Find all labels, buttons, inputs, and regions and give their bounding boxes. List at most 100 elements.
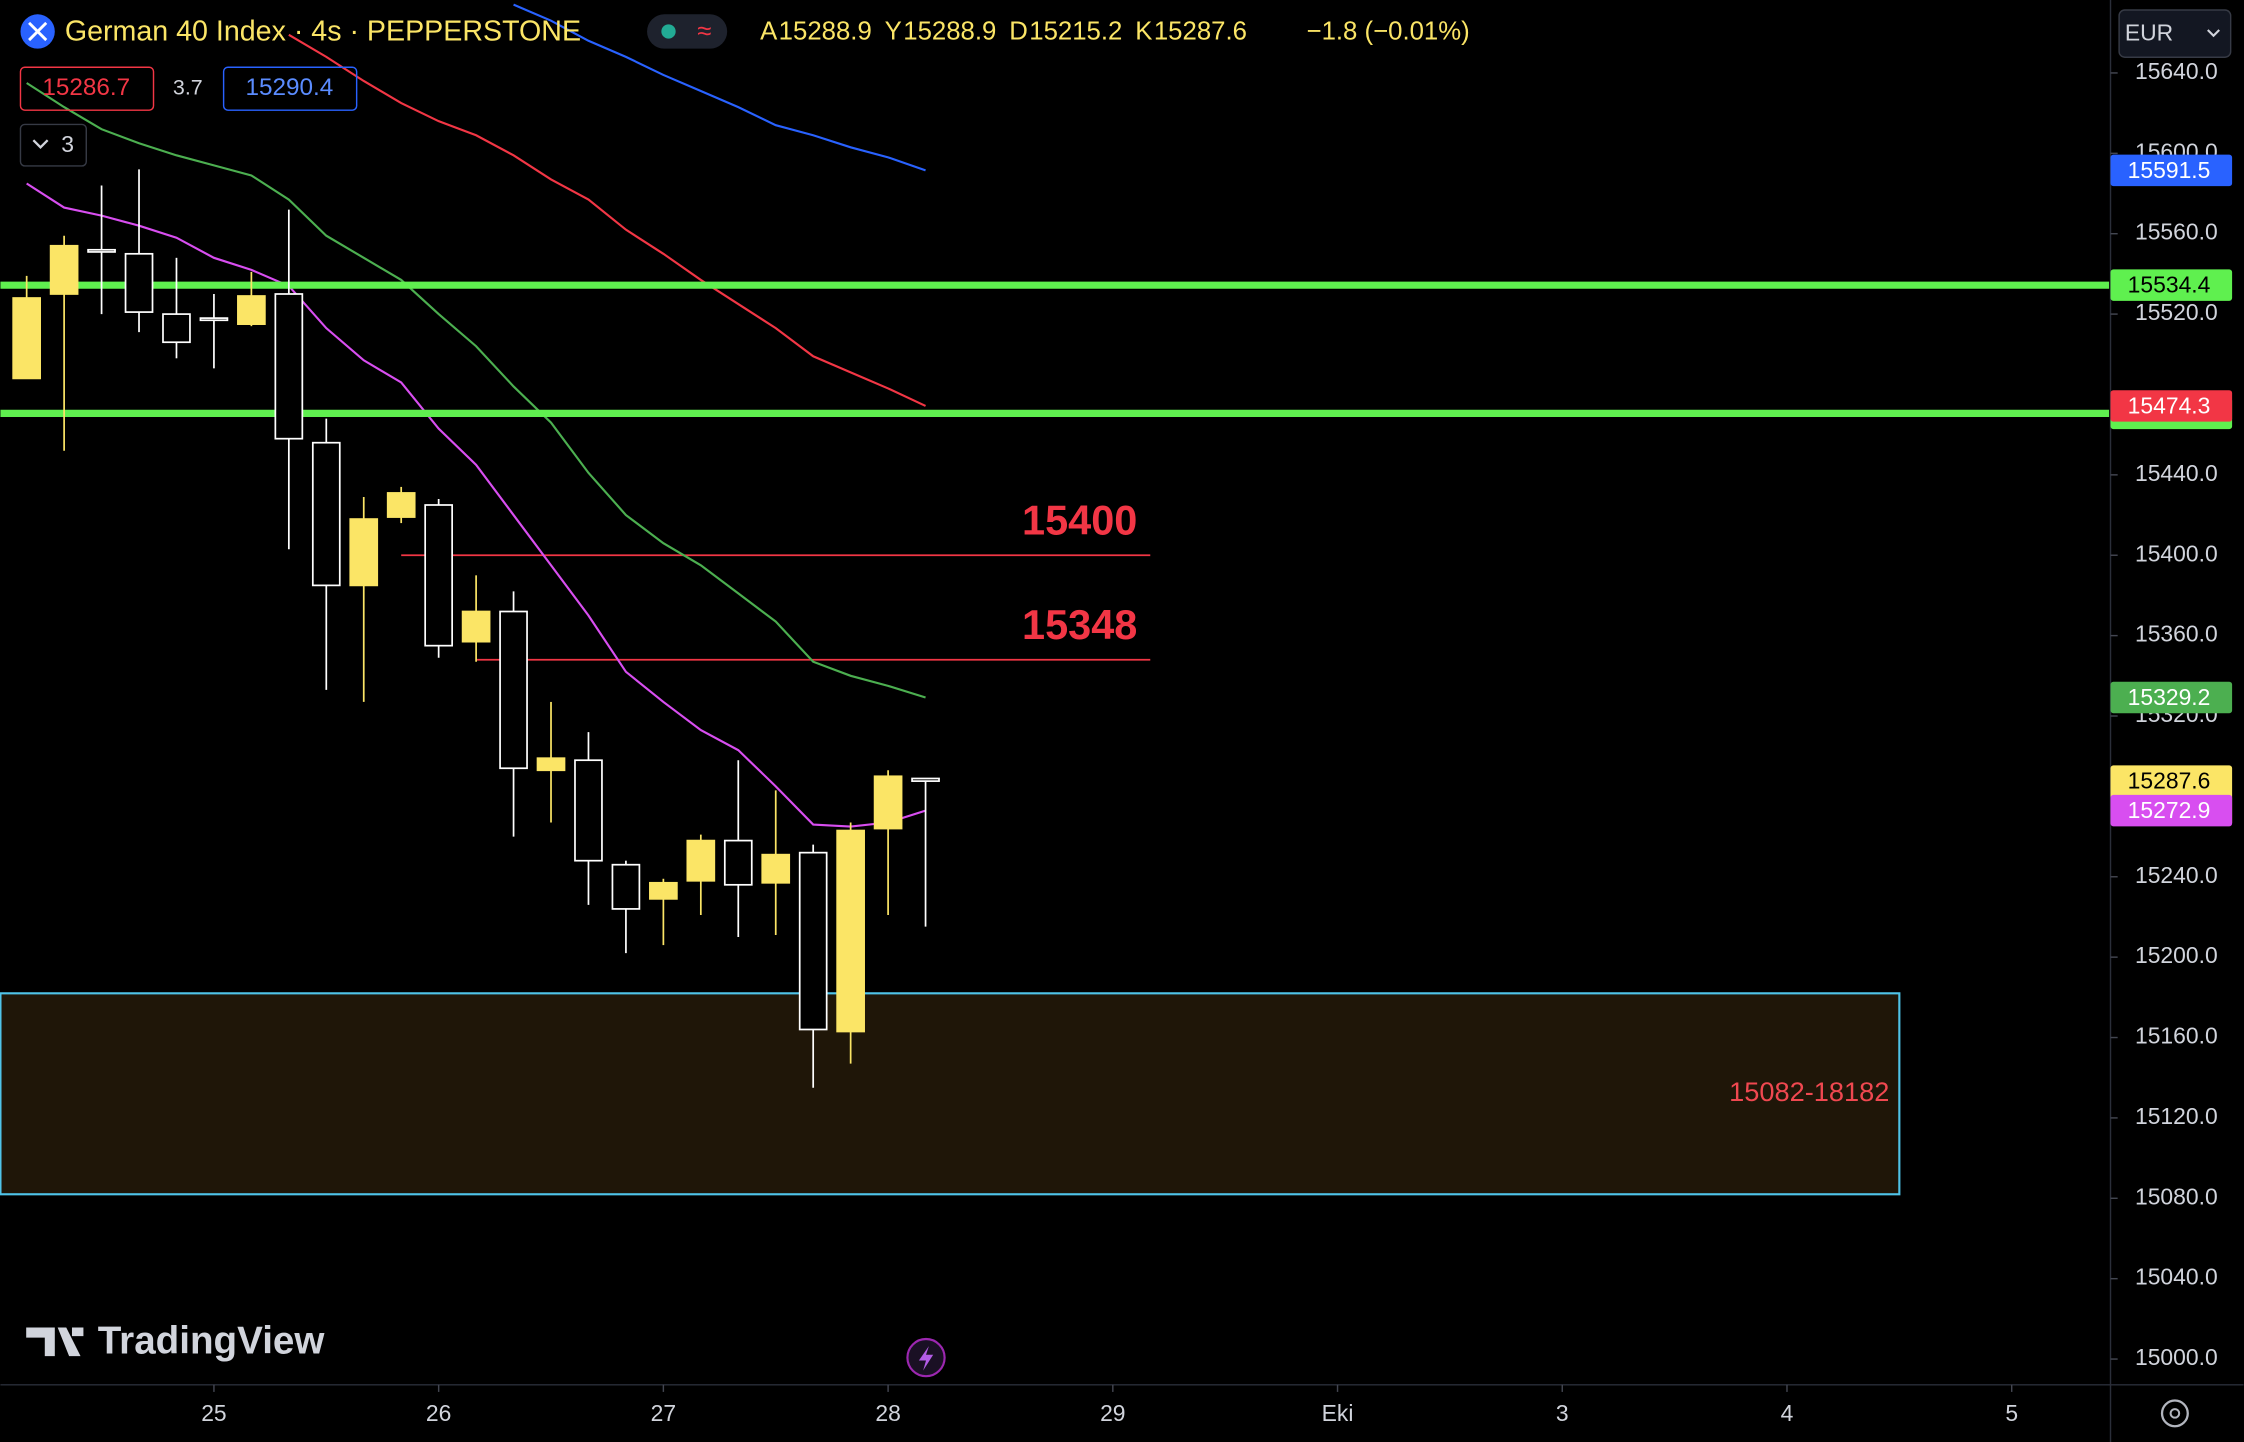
brand: TradingView bbox=[98, 1319, 326, 1362]
hline-badge-label: 15534.4 bbox=[2128, 272, 2211, 298]
y-tick-label: 15160.0 bbox=[2135, 1023, 2218, 1049]
market-status bbox=[661, 24, 676, 39]
candle-body bbox=[911, 777, 940, 782]
y-tick-label: 15080.0 bbox=[2135, 1183, 2218, 1209]
ma-line bbox=[288, 33, 927, 407]
ohlc-legend: A 15288.9 Y 15288.9 D 15215.2 K 15287.6 bbox=[760, 18, 1247, 46]
candle-body bbox=[87, 248, 116, 253]
y-tick-label: 15400.0 bbox=[2135, 540, 2218, 566]
y-tick-label: 15000.0 bbox=[2135, 1344, 2218, 1370]
data-status: ≈ bbox=[697, 18, 711, 46]
y-tick-label: 15200.0 bbox=[2135, 942, 2218, 968]
ohlc-value: 15288.9 bbox=[903, 18, 996, 46]
x-tick-label: 3 bbox=[1556, 1400, 1569, 1426]
candle-body bbox=[574, 759, 603, 862]
y-tick-label: 15520.0 bbox=[2135, 299, 2218, 325]
candle-body bbox=[461, 610, 491, 643]
ma-line bbox=[513, 3, 926, 172]
y-tick-label: 15040.0 bbox=[2135, 1264, 2218, 1290]
candle-body bbox=[761, 853, 791, 884]
ma-badge bbox=[2110, 794, 2233, 827]
ma-badge bbox=[2110, 154, 2233, 187]
candle-body bbox=[649, 881, 678, 900]
ma-badge-label: 15329.2 bbox=[2128, 684, 2211, 710]
change: −1.8 (−0.01%) bbox=[1307, 18, 1470, 46]
candle-body bbox=[386, 492, 416, 518]
currency: EUR bbox=[2125, 19, 2173, 45]
y-tick-label: 15360.0 bbox=[2135, 621, 2218, 647]
candle-body bbox=[611, 863, 641, 910]
spread: 3.7 bbox=[173, 75, 203, 99]
candle-body bbox=[162, 313, 191, 344]
y-tick-label: 15240.0 bbox=[2135, 862, 2218, 888]
ohlc-label: K bbox=[1135, 18, 1152, 46]
candle-body bbox=[49, 244, 79, 295]
candle-body bbox=[499, 610, 528, 770]
indicator-toggle[interactable] bbox=[19, 123, 87, 167]
ma-badge bbox=[2110, 681, 2233, 714]
bid-box[interactable] bbox=[19, 66, 155, 111]
candle-body bbox=[199, 317, 229, 322]
ma-badge-label: 15591.5 bbox=[2128, 157, 2211, 183]
x-tick-label: 4 bbox=[1781, 1400, 1794, 1426]
candle-body bbox=[723, 839, 753, 886]
ma-badge-label: 15272.9 bbox=[2128, 797, 2211, 823]
symbol-logo-icon bbox=[28, 21, 48, 42]
y-tick-label: 15560.0 bbox=[2135, 219, 2218, 245]
candle-body bbox=[349, 518, 379, 587]
candle-body bbox=[798, 851, 828, 1031]
y-tick-label: 15440.0 bbox=[2135, 460, 2218, 486]
price-badges: 15534.415470.615329.215474.315591.515287… bbox=[2110, 154, 2233, 827]
ask-box[interactable] bbox=[222, 66, 358, 111]
ask-price: 15290.4 bbox=[246, 74, 334, 101]
indicator-count: 3 bbox=[61, 131, 74, 157]
level-label: 15348 bbox=[1022, 601, 1137, 648]
candle-body bbox=[311, 441, 341, 587]
x-tick-label: 29 bbox=[1100, 1400, 1125, 1426]
symbol-title[interactable]: German 40 Index · 4s · PEPPERSTONE bbox=[65, 15, 581, 47]
y-tick-label: 15120.0 bbox=[2135, 1103, 2218, 1129]
x-tick-label: 26 bbox=[426, 1400, 451, 1426]
x-tick-label: 27 bbox=[651, 1400, 676, 1426]
hline-badge bbox=[2110, 269, 2233, 301]
last-price: 15287.6 bbox=[2128, 768, 2211, 794]
bid-price: 15286.7 bbox=[42, 74, 130, 101]
brand-logo bbox=[26, 1327, 84, 1357]
ohlc-label: A bbox=[760, 18, 778, 46]
chevron bbox=[32, 139, 49, 149]
candle-body bbox=[274, 293, 304, 440]
settings-button[interactable] bbox=[2160, 1399, 2189, 1428]
ohlc-label: D bbox=[1009, 18, 1028, 46]
ohlc-value: 15287.6 bbox=[1154, 18, 1247, 46]
x-tick-label: 25 bbox=[201, 1400, 226, 1426]
x-tick-label: Eki bbox=[1322, 1400, 1354, 1426]
candle-body bbox=[424, 504, 453, 647]
x-tick-label: 28 bbox=[875, 1400, 900, 1426]
candle-body bbox=[536, 757, 566, 772]
plot-area: 15082-18182 15400 15348 bbox=[0, 3, 2110, 1196]
candle-body bbox=[836, 829, 865, 1033]
zone-label: 15082-18182 bbox=[1729, 1076, 1889, 1107]
lightning-icon bbox=[918, 1346, 934, 1371]
candle-body bbox=[12, 297, 42, 380]
ohlc-value: 15288.9 bbox=[779, 18, 872, 46]
axes: 15000.0 15040.0 15080.0 15120.0 15160.0 15200… bbox=[201, 58, 2217, 1426]
ma-line bbox=[26, 182, 926, 828]
ohlc-label: Y bbox=[885, 18, 902, 46]
zone bbox=[0, 992, 1901, 1196]
candle-body bbox=[124, 252, 154, 313]
ma-line bbox=[26, 82, 926, 699]
candle-body bbox=[237, 295, 266, 325]
ma-badge bbox=[2110, 390, 2233, 422]
candle-body bbox=[686, 839, 716, 882]
ohlc-value: 15215.2 bbox=[1029, 18, 1122, 46]
currency-select[interactable] bbox=[2118, 9, 2232, 58]
ma-badge-label: 15474.3 bbox=[2128, 392, 2211, 418]
x-tick-label: 5 bbox=[2005, 1400, 2018, 1426]
level-label: 15400 bbox=[1022, 497, 1137, 544]
settings-icon bbox=[2169, 1408, 2181, 1419]
status-pill[interactable] bbox=[647, 14, 728, 49]
